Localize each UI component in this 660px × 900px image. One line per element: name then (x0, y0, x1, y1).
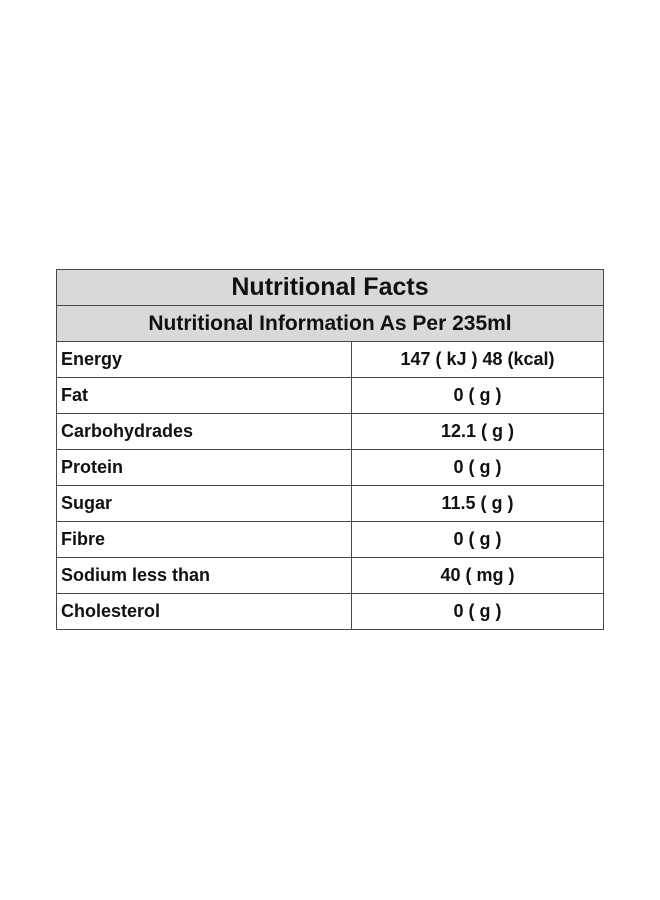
table-row-protein: Protein 0 ( g ) (56, 449, 604, 486)
nutrient-name: Protein (56, 449, 352, 486)
nutrient-value: 0 ( g ) (351, 449, 604, 486)
nutrient-name: Sugar (56, 485, 352, 522)
title-row: Nutritional Facts (56, 269, 604, 306)
subtitle-row: Nutritional Information As Per 235ml (56, 305, 604, 342)
nutrient-name: Sodium less than (56, 557, 352, 594)
nutrient-name: Energy (56, 341, 352, 378)
table-row-fibre: Fibre 0 ( g ) (56, 521, 604, 558)
nutrient-value: 11.5 ( g ) (351, 485, 604, 522)
table-title: Nutritional Facts (56, 269, 604, 306)
table-subtitle: Nutritional Information As Per 235ml (56, 305, 604, 342)
nutrient-value: 147 ( kJ ) 48 (kcal) (351, 341, 604, 378)
table-row-sugar: Sugar 11.5 ( g ) (56, 485, 604, 522)
nutrient-value: 0 ( g ) (351, 521, 604, 558)
nutrient-value: 12.1 ( g ) (351, 413, 604, 450)
table-row-carbohydrates: Carbohydrades 12.1 ( g ) (56, 413, 604, 450)
table-row-sodium: Sodium less than 40 ( mg ) (56, 557, 604, 594)
table-row-energy: Energy 147 ( kJ ) 48 (kcal) (56, 341, 604, 378)
table-row-fat: Fat 0 ( g ) (56, 377, 604, 414)
nutrient-value: 0 ( g ) (351, 593, 604, 630)
nutrient-name: Carbohydrades (56, 413, 352, 450)
nutrition-facts-table: Nutritional Facts Nutritional Informatio… (56, 269, 604, 630)
nutrient-name: Fibre (56, 521, 352, 558)
nutrient-name: Cholesterol (56, 593, 352, 630)
table-row-cholesterol: Cholesterol 0 ( g ) (56, 593, 604, 630)
nutrient-value: 0 ( g ) (351, 377, 604, 414)
nutrient-name: Fat (56, 377, 352, 414)
nutrient-value: 40 ( mg ) (351, 557, 604, 594)
